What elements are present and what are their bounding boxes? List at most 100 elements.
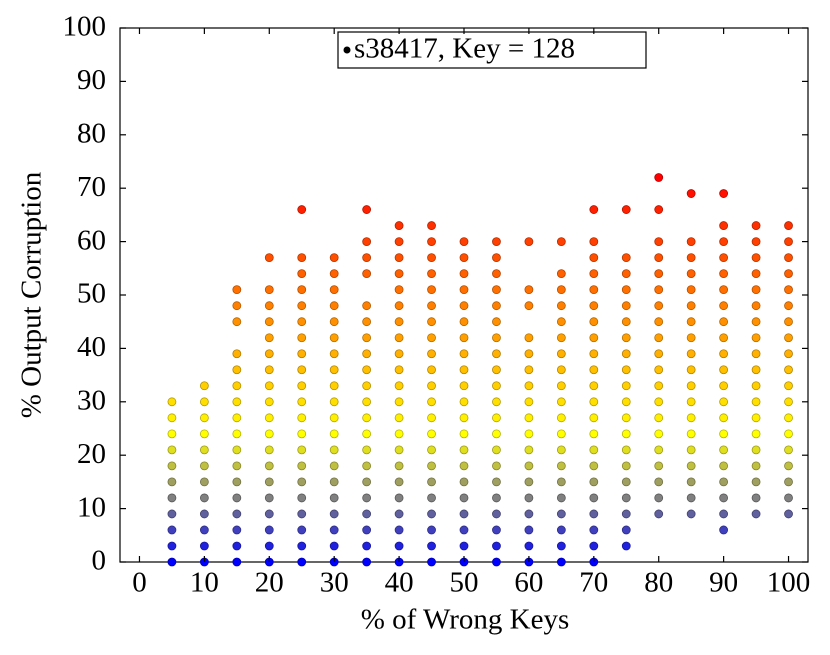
point [264, 365, 274, 375]
point [686, 493, 696, 503]
point [329, 301, 339, 311]
point [556, 237, 566, 247]
point [167, 461, 177, 471]
point [232, 365, 242, 375]
point [329, 525, 339, 535]
point [199, 525, 209, 535]
point [394, 397, 404, 407]
point [654, 317, 664, 327]
point [524, 397, 534, 407]
point [751, 221, 761, 230]
point [621, 253, 631, 263]
point [492, 541, 501, 551]
point [621, 429, 631, 439]
point [589, 253, 599, 263]
point [362, 525, 372, 535]
y-tick-label: 10 [77, 491, 106, 523]
point [264, 493, 274, 503]
point [459, 413, 469, 423]
point [492, 461, 501, 471]
point [492, 269, 501, 279]
point [621, 461, 631, 471]
point [686, 253, 696, 263]
point [459, 269, 469, 279]
y-tick-label: 80 [77, 117, 106, 149]
point [686, 445, 696, 455]
point [719, 237, 729, 247]
point [524, 413, 534, 423]
point [492, 285, 501, 295]
point [459, 477, 469, 487]
point [362, 477, 372, 487]
point [167, 397, 177, 407]
legend-label: s38417, Key = 128 [354, 33, 575, 65]
point [654, 445, 664, 455]
point [264, 413, 274, 423]
point [362, 413, 372, 423]
point [167, 509, 177, 519]
point [329, 317, 339, 327]
point [232, 477, 242, 487]
point [459, 429, 469, 439]
point [686, 413, 696, 423]
point [459, 349, 469, 359]
point [394, 445, 404, 455]
point [556, 365, 566, 375]
point [459, 333, 469, 343]
point [362, 333, 372, 343]
point [232, 525, 242, 535]
point [719, 445, 729, 455]
x-tick-label: 70 [579, 567, 608, 599]
point [524, 381, 534, 391]
point [751, 397, 761, 407]
point [589, 317, 599, 327]
point [784, 477, 793, 487]
point [459, 525, 469, 535]
point [459, 541, 469, 551]
point [362, 317, 372, 327]
point [719, 189, 729, 198]
point [654, 493, 664, 503]
x-tick-label: 80 [644, 567, 673, 599]
point [264, 349, 274, 359]
point [719, 525, 729, 535]
point [394, 525, 404, 535]
point [492, 509, 501, 519]
point [167, 525, 177, 535]
point [492, 477, 501, 487]
point [264, 333, 274, 343]
point [621, 301, 631, 311]
point [264, 381, 274, 391]
point [719, 349, 729, 359]
point [654, 173, 664, 182]
point [362, 557, 372, 567]
point [589, 477, 599, 487]
point [751, 365, 761, 375]
point [329, 493, 339, 503]
point [686, 365, 696, 375]
point [686, 397, 696, 407]
point [751, 381, 761, 391]
point [459, 301, 469, 311]
point [329, 285, 339, 295]
point [427, 509, 436, 519]
point [394, 381, 404, 391]
point [719, 301, 729, 311]
point [329, 461, 339, 471]
point [589, 397, 599, 407]
point [297, 317, 307, 327]
y-tick-label: 90 [77, 64, 106, 96]
point [492, 333, 501, 343]
point [427, 429, 436, 439]
point [621, 413, 631, 423]
point [427, 269, 436, 279]
point [524, 477, 534, 487]
point [297, 205, 307, 214]
point [524, 349, 534, 359]
point [654, 397, 664, 407]
point [394, 285, 404, 295]
point [621, 541, 631, 551]
point [427, 461, 436, 471]
point [459, 397, 469, 407]
